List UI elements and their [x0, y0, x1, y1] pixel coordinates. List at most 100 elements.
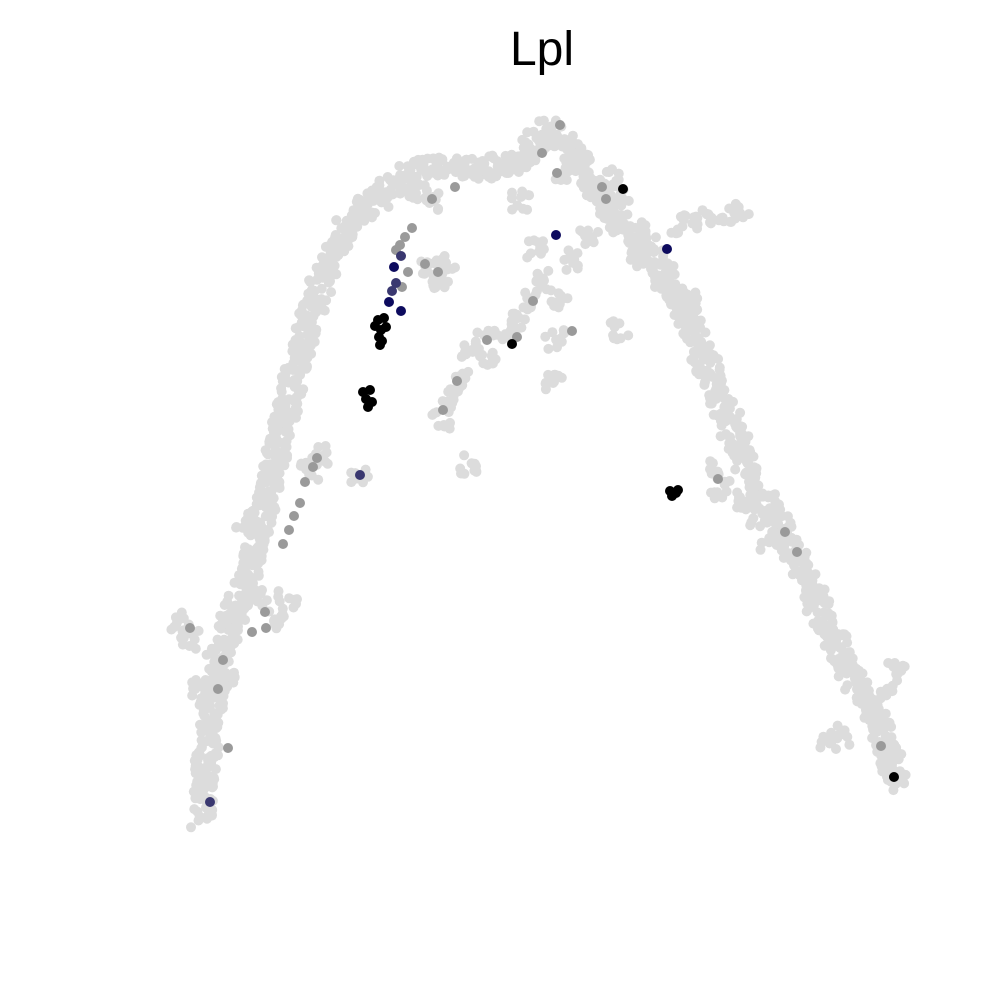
background-cell-point	[320, 457, 331, 467]
background-cell-point	[394, 161, 405, 171]
expression-point-low	[512, 332, 522, 342]
background-cell-point	[253, 566, 264, 577]
background-cell-point	[201, 688, 212, 699]
expression-point-highest	[375, 340, 385, 350]
background-cell-point	[217, 703, 228, 714]
background-cell-point	[459, 468, 470, 479]
background-cell-point	[720, 416, 731, 427]
background-cell-point	[701, 341, 712, 352]
expression-point-low	[552, 168, 562, 178]
background-cell-point	[534, 116, 545, 127]
background-cell-point	[354, 194, 365, 205]
background-cell-point	[771, 532, 782, 542]
background-cell-point	[356, 204, 367, 215]
background-cell-point	[706, 212, 717, 223]
background-cell-point	[748, 513, 759, 524]
background-cell-point	[284, 593, 295, 604]
background-cell-point	[812, 607, 823, 618]
background-cell-point	[692, 213, 703, 224]
background-cell-point	[763, 490, 774, 501]
expression-point-low	[433, 267, 443, 277]
background-cell-point	[316, 283, 327, 294]
background-cell-point	[717, 212, 728, 223]
background-cell-point	[547, 327, 558, 338]
expression-point-low	[601, 194, 611, 204]
expression-point-low	[223, 743, 233, 753]
background-cell-point	[868, 724, 879, 735]
background-cell-point	[269, 480, 280, 491]
background-cell-point	[469, 465, 480, 476]
background-cell-point	[282, 453, 292, 463]
background-cell-point	[408, 172, 418, 183]
background-cell-point	[186, 822, 196, 833]
expression-point-highest	[365, 385, 375, 395]
expression-point-low	[289, 511, 299, 521]
background-cell-point	[891, 669, 902, 680]
background-cell-point	[428, 167, 439, 178]
background-cell-point	[178, 632, 189, 643]
background-cell-point	[299, 299, 309, 310]
background-cell-point	[509, 315, 520, 326]
background-cell-point	[561, 157, 572, 168]
background-cell-point	[518, 203, 528, 214]
background-cell-point	[301, 362, 312, 373]
background-cell-point	[325, 240, 336, 251]
background-cell-point	[875, 686, 886, 697]
background-cell-point	[473, 173, 484, 184]
background-cell-point	[763, 510, 773, 521]
background-cell-point	[187, 677, 198, 688]
background-cell-point	[888, 785, 899, 796]
background-cell-point	[618, 211, 629, 222]
background-cell-point	[220, 671, 231, 682]
expression-point-mid	[396, 251, 406, 261]
background-cell-point	[237, 565, 248, 576]
background-cell-point	[692, 223, 703, 234]
background-cell-point	[636, 217, 647, 228]
background-cell-point	[887, 686, 898, 697]
background-cell-point	[889, 658, 900, 668]
background-cell-point	[732, 487, 743, 498]
background-cell-point	[483, 325, 494, 336]
background-cell-point	[439, 251, 450, 261]
expression-point-highest	[889, 772, 899, 782]
expression-point-high-navy	[551, 230, 561, 240]
background-cell-point	[330, 230, 341, 240]
background-cell-point	[600, 205, 610, 215]
background-cell-point	[546, 121, 557, 132]
background-cell-point	[548, 378, 559, 388]
background-cell-point	[395, 170, 406, 181]
background-cell-point	[334, 245, 345, 256]
background-cell-point	[429, 408, 440, 419]
background-cell-point	[470, 336, 481, 347]
background-cell-point	[321, 447, 332, 458]
background-cell-point	[295, 460, 306, 471]
expression-point-low	[450, 182, 460, 192]
background-cell-point	[754, 491, 765, 502]
expression-point-high-navy	[389, 262, 399, 272]
background-cell-point	[340, 220, 351, 231]
expression-point-low	[400, 232, 410, 242]
background-cell-point	[810, 569, 821, 580]
background-cell-point	[206, 781, 217, 792]
chart-title: Lpl	[509, 23, 575, 76]
background-cell-point	[184, 641, 195, 651]
background-cell-point	[563, 245, 574, 256]
expression-points-layer	[185, 120, 899, 807]
background-cell-point	[229, 672, 240, 682]
background-cell-point	[726, 217, 737, 227]
background-cell-point	[713, 354, 724, 364]
background-cell-point	[326, 287, 337, 298]
background-cell-point	[263, 449, 274, 460]
background-cell-point	[725, 443, 736, 453]
background-cell-point	[232, 634, 243, 645]
background-cell-point	[553, 370, 564, 381]
background-cell-point	[717, 492, 728, 503]
background-cell-point	[208, 667, 219, 678]
background-cell-point	[217, 663, 228, 674]
background-cell-point	[331, 269, 342, 280]
background-cell-point	[650, 282, 660, 292]
background-cell-point	[518, 302, 529, 313]
background-cell-point	[174, 614, 185, 625]
expression-point-low	[482, 335, 492, 345]
